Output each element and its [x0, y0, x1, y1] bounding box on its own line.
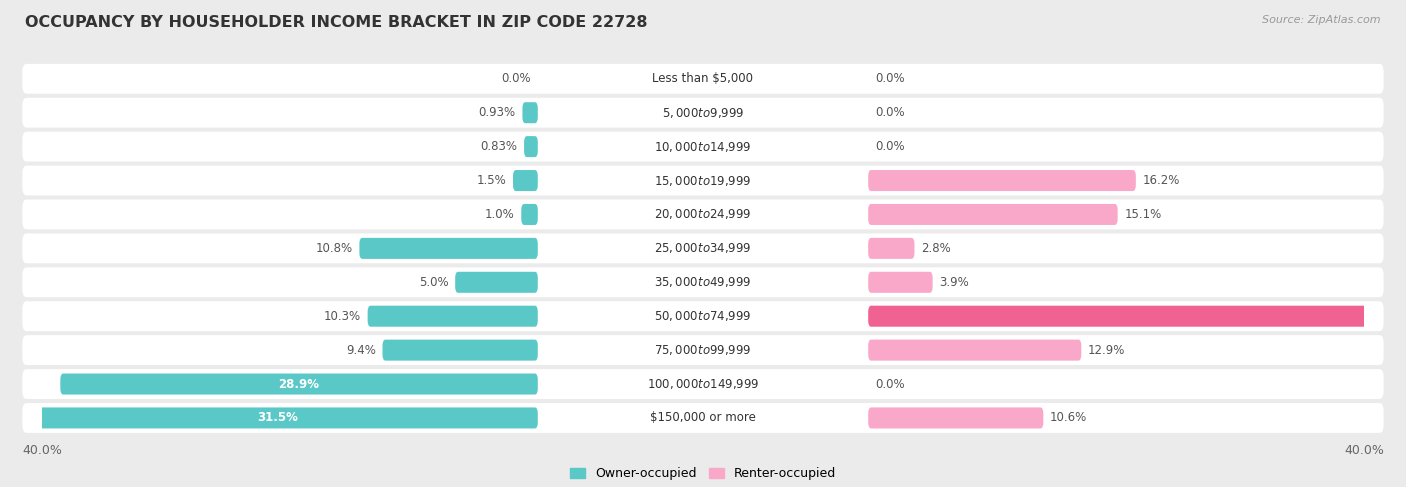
Text: 10.3%: 10.3% — [323, 310, 361, 323]
FancyBboxPatch shape — [60, 374, 537, 394]
Text: 0.0%: 0.0% — [502, 72, 531, 85]
FancyBboxPatch shape — [868, 204, 1118, 225]
Text: 0.0%: 0.0% — [875, 140, 904, 153]
Text: 16.2%: 16.2% — [1143, 174, 1180, 187]
FancyBboxPatch shape — [22, 131, 1384, 162]
Text: Less than $5,000: Less than $5,000 — [652, 72, 754, 85]
FancyBboxPatch shape — [868, 306, 1406, 327]
FancyBboxPatch shape — [22, 267, 1384, 297]
FancyBboxPatch shape — [22, 403, 1384, 433]
FancyBboxPatch shape — [868, 238, 914, 259]
FancyBboxPatch shape — [868, 170, 1136, 191]
Text: 0.0%: 0.0% — [875, 72, 904, 85]
FancyBboxPatch shape — [524, 136, 537, 157]
FancyBboxPatch shape — [22, 166, 1384, 195]
Text: 2.8%: 2.8% — [921, 242, 950, 255]
FancyBboxPatch shape — [17, 408, 537, 429]
FancyBboxPatch shape — [22, 369, 1384, 399]
FancyBboxPatch shape — [367, 306, 537, 327]
Legend: Owner-occupied, Renter-occupied: Owner-occupied, Renter-occupied — [565, 462, 841, 485]
Text: 3.9%: 3.9% — [939, 276, 969, 289]
Text: 31.5%: 31.5% — [257, 412, 298, 425]
FancyBboxPatch shape — [22, 98, 1384, 128]
Text: Source: ZipAtlas.com: Source: ZipAtlas.com — [1263, 15, 1381, 25]
Text: 15.1%: 15.1% — [1125, 208, 1161, 221]
FancyBboxPatch shape — [22, 233, 1384, 263]
Text: $50,000 to $74,999: $50,000 to $74,999 — [654, 309, 752, 323]
Text: 9.4%: 9.4% — [346, 344, 375, 356]
Text: $100,000 to $149,999: $100,000 to $149,999 — [647, 377, 759, 391]
Text: $25,000 to $34,999: $25,000 to $34,999 — [654, 242, 752, 255]
FancyBboxPatch shape — [522, 204, 537, 225]
FancyBboxPatch shape — [22, 301, 1384, 331]
FancyBboxPatch shape — [513, 170, 537, 191]
FancyBboxPatch shape — [523, 102, 537, 123]
Text: 10.6%: 10.6% — [1050, 412, 1087, 425]
FancyBboxPatch shape — [22, 64, 1384, 94]
FancyBboxPatch shape — [360, 238, 537, 259]
Text: $10,000 to $14,999: $10,000 to $14,999 — [654, 140, 752, 153]
FancyBboxPatch shape — [456, 272, 537, 293]
Text: 10.8%: 10.8% — [315, 242, 353, 255]
Text: 0.0%: 0.0% — [875, 377, 904, 391]
FancyBboxPatch shape — [868, 408, 1043, 429]
Text: $20,000 to $24,999: $20,000 to $24,999 — [654, 207, 752, 222]
FancyBboxPatch shape — [22, 200, 1384, 229]
Text: 0.83%: 0.83% — [481, 140, 517, 153]
Text: 1.0%: 1.0% — [485, 208, 515, 221]
Text: OCCUPANCY BY HOUSEHOLDER INCOME BRACKET IN ZIP CODE 22728: OCCUPANCY BY HOUSEHOLDER INCOME BRACKET … — [25, 15, 648, 30]
Text: 1.5%: 1.5% — [477, 174, 506, 187]
Text: 0.0%: 0.0% — [875, 106, 904, 119]
Text: $75,000 to $99,999: $75,000 to $99,999 — [654, 343, 752, 357]
Text: 5.0%: 5.0% — [419, 276, 449, 289]
Text: $5,000 to $9,999: $5,000 to $9,999 — [662, 106, 744, 120]
Text: 0.93%: 0.93% — [478, 106, 516, 119]
Text: $35,000 to $49,999: $35,000 to $49,999 — [654, 275, 752, 289]
FancyBboxPatch shape — [868, 339, 1081, 361]
FancyBboxPatch shape — [22, 335, 1384, 365]
Text: 28.9%: 28.9% — [278, 377, 319, 391]
FancyBboxPatch shape — [382, 339, 537, 361]
Text: $150,000 or more: $150,000 or more — [650, 412, 756, 425]
FancyBboxPatch shape — [868, 272, 932, 293]
Text: 12.9%: 12.9% — [1088, 344, 1125, 356]
Text: $15,000 to $19,999: $15,000 to $19,999 — [654, 173, 752, 187]
